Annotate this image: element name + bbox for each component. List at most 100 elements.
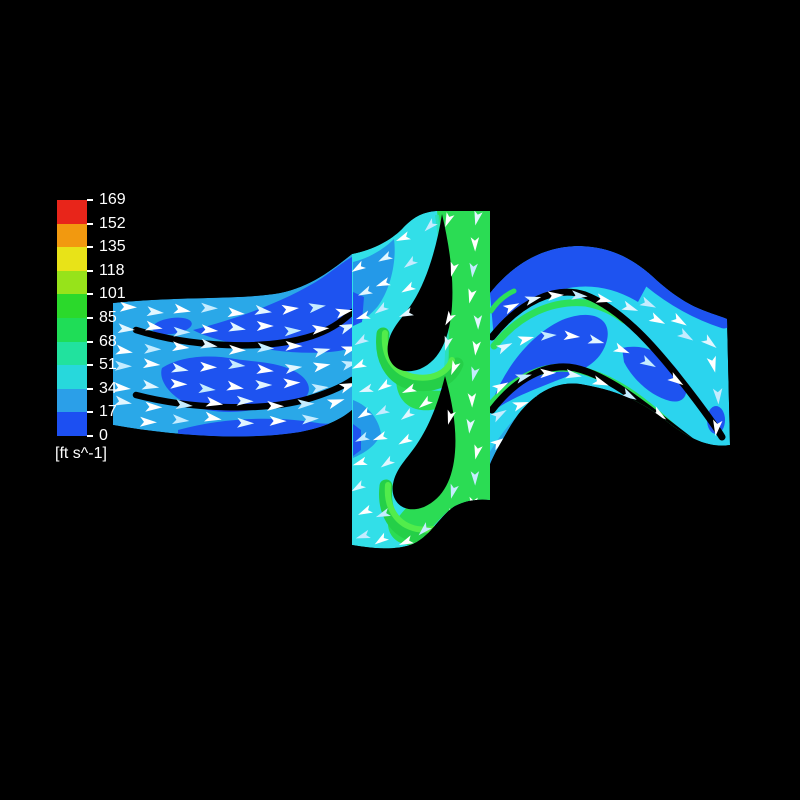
- velocity-vector: [377, 378, 393, 391]
- velocity-vector: [474, 211, 483, 226]
- velocity-vector: [584, 399, 602, 410]
- velocity-vector: [628, 441, 645, 454]
- velocity-vector: [326, 399, 345, 410]
- low-velocity-top-stripe: [490, 246, 652, 340]
- legend-tick-label: 34: [99, 379, 117, 397]
- legend-tick-label: 68: [99, 332, 117, 350]
- velocity-vector: [312, 362, 331, 373]
- velocity-vector: [535, 395, 553, 406]
- rotor-blade-section-1: [387, 214, 453, 372]
- velocity-vector: [352, 480, 367, 492]
- velocity-vector: [706, 355, 716, 373]
- velocity-vector: [472, 340, 481, 356]
- velocity-vector: [114, 395, 132, 406]
- velocity-vector: [473, 315, 483, 330]
- velocity-vector: [173, 326, 191, 337]
- legend-tick: 101: [87, 286, 126, 302]
- legend-band: [57, 388, 87, 413]
- velocity-vector: [301, 414, 319, 425]
- velocity-vector: [228, 359, 246, 370]
- velocity-vector: [468, 288, 477, 304]
- legend-tick: 118: [87, 261, 125, 279]
- velocity-vector: [142, 358, 161, 369]
- velocity-vector: [171, 362, 189, 373]
- velocity-vector: [236, 395, 254, 406]
- velocity-vector: [285, 340, 303, 351]
- velocity-vector: [450, 261, 459, 277]
- velocity-vector: [228, 321, 246, 332]
- velocity-vector: [228, 344, 246, 355]
- legend-band: [57, 294, 87, 318]
- velocity-vector: [281, 304, 299, 315]
- velocity-vector: [338, 382, 352, 394]
- velocity-vector: [171, 414, 190, 425]
- velocity-vector: [424, 218, 438, 232]
- velocity-vector: [650, 406, 667, 420]
- velocity-vector: [338, 323, 352, 335]
- legend-tick: 51: [87, 357, 117, 373]
- velocity-vector: [375, 507, 391, 518]
- legend-tickmark: [87, 435, 93, 437]
- velocity-vector: [398, 433, 414, 445]
- velocity-vector: [571, 290, 588, 300]
- velocity-vector: [525, 446, 543, 456]
- legend-tickmark: [87, 199, 93, 201]
- velocity-vector: [256, 321, 274, 332]
- velocity-vector: [445, 212, 455, 228]
- velocity-vector: [540, 368, 557, 379]
- velocity-vector: [490, 460, 507, 464]
- velocity-vector: [266, 400, 285, 411]
- velocity-vector: [335, 308, 352, 319]
- velocity-vector: [470, 237, 480, 252]
- velocity-vector: [284, 364, 303, 374]
- velocity-vector: [204, 411, 222, 422]
- velocity-vector: [175, 399, 193, 410]
- rotor-blade-section-2: [392, 376, 456, 510]
- legend-tick-label: 17: [99, 403, 117, 421]
- legend-tickmark: [87, 269, 93, 272]
- legend-band: [57, 247, 87, 271]
- velocity-vector: [595, 293, 613, 303]
- velocity-vector: [677, 327, 694, 341]
- velocity-vector: [591, 375, 609, 386]
- legend-band: [57, 317, 87, 342]
- legend-tickmark: [87, 317, 93, 319]
- velocity-vector: [512, 401, 529, 412]
- legend-tickmark: [87, 364, 93, 367]
- velocity-vector: [401, 383, 417, 393]
- legend-tickmark: [87, 340, 93, 343]
- velocity-vector: [563, 441, 581, 451]
- velocity-legend: 169 152 135 118 101 85 68 51 34 17 0 [ft s^-1]: [55, 192, 177, 470]
- velocity-vector: [358, 285, 373, 296]
- velocity-vector: [398, 535, 414, 545]
- velocity-vector: [114, 360, 132, 371]
- velocity-vector: [491, 382, 509, 395]
- velocity-vector: [713, 419, 723, 437]
- velocity-vector: [119, 301, 137, 312]
- velocity-vector: [587, 334, 605, 344]
- velocity-vector: [565, 368, 582, 379]
- velocity-vector: [115, 344, 133, 355]
- legend-ticks: 169 152 135 118 101 85 68 51 34 17 0: [87, 192, 177, 444]
- velocity-vector: [470, 471, 480, 486]
- velocity-vector: [200, 324, 219, 335]
- velocity-vector: [145, 320, 163, 331]
- velocity-vector: [621, 300, 639, 311]
- velocity-vector: [380, 455, 396, 468]
- velocity-vector: [358, 383, 374, 393]
- velocity-vector: [374, 301, 390, 314]
- legend-band: [57, 412, 87, 436]
- velocity-vector: [611, 410, 628, 422]
- velocity-vector: [517, 336, 535, 346]
- legend-tick: 169: [87, 192, 126, 208]
- velocity-vector: [667, 372, 684, 386]
- legend-tick-label: 118: [99, 261, 125, 279]
- velocity-vector: [563, 330, 581, 340]
- velocity-vector: [450, 483, 459, 499]
- velocity-vector: [418, 522, 432, 536]
- velocity-vector: [471, 366, 480, 382]
- velocity-vector: [227, 307, 245, 318]
- velocity-vector: [403, 255, 418, 268]
- velocity-vector: [145, 401, 163, 412]
